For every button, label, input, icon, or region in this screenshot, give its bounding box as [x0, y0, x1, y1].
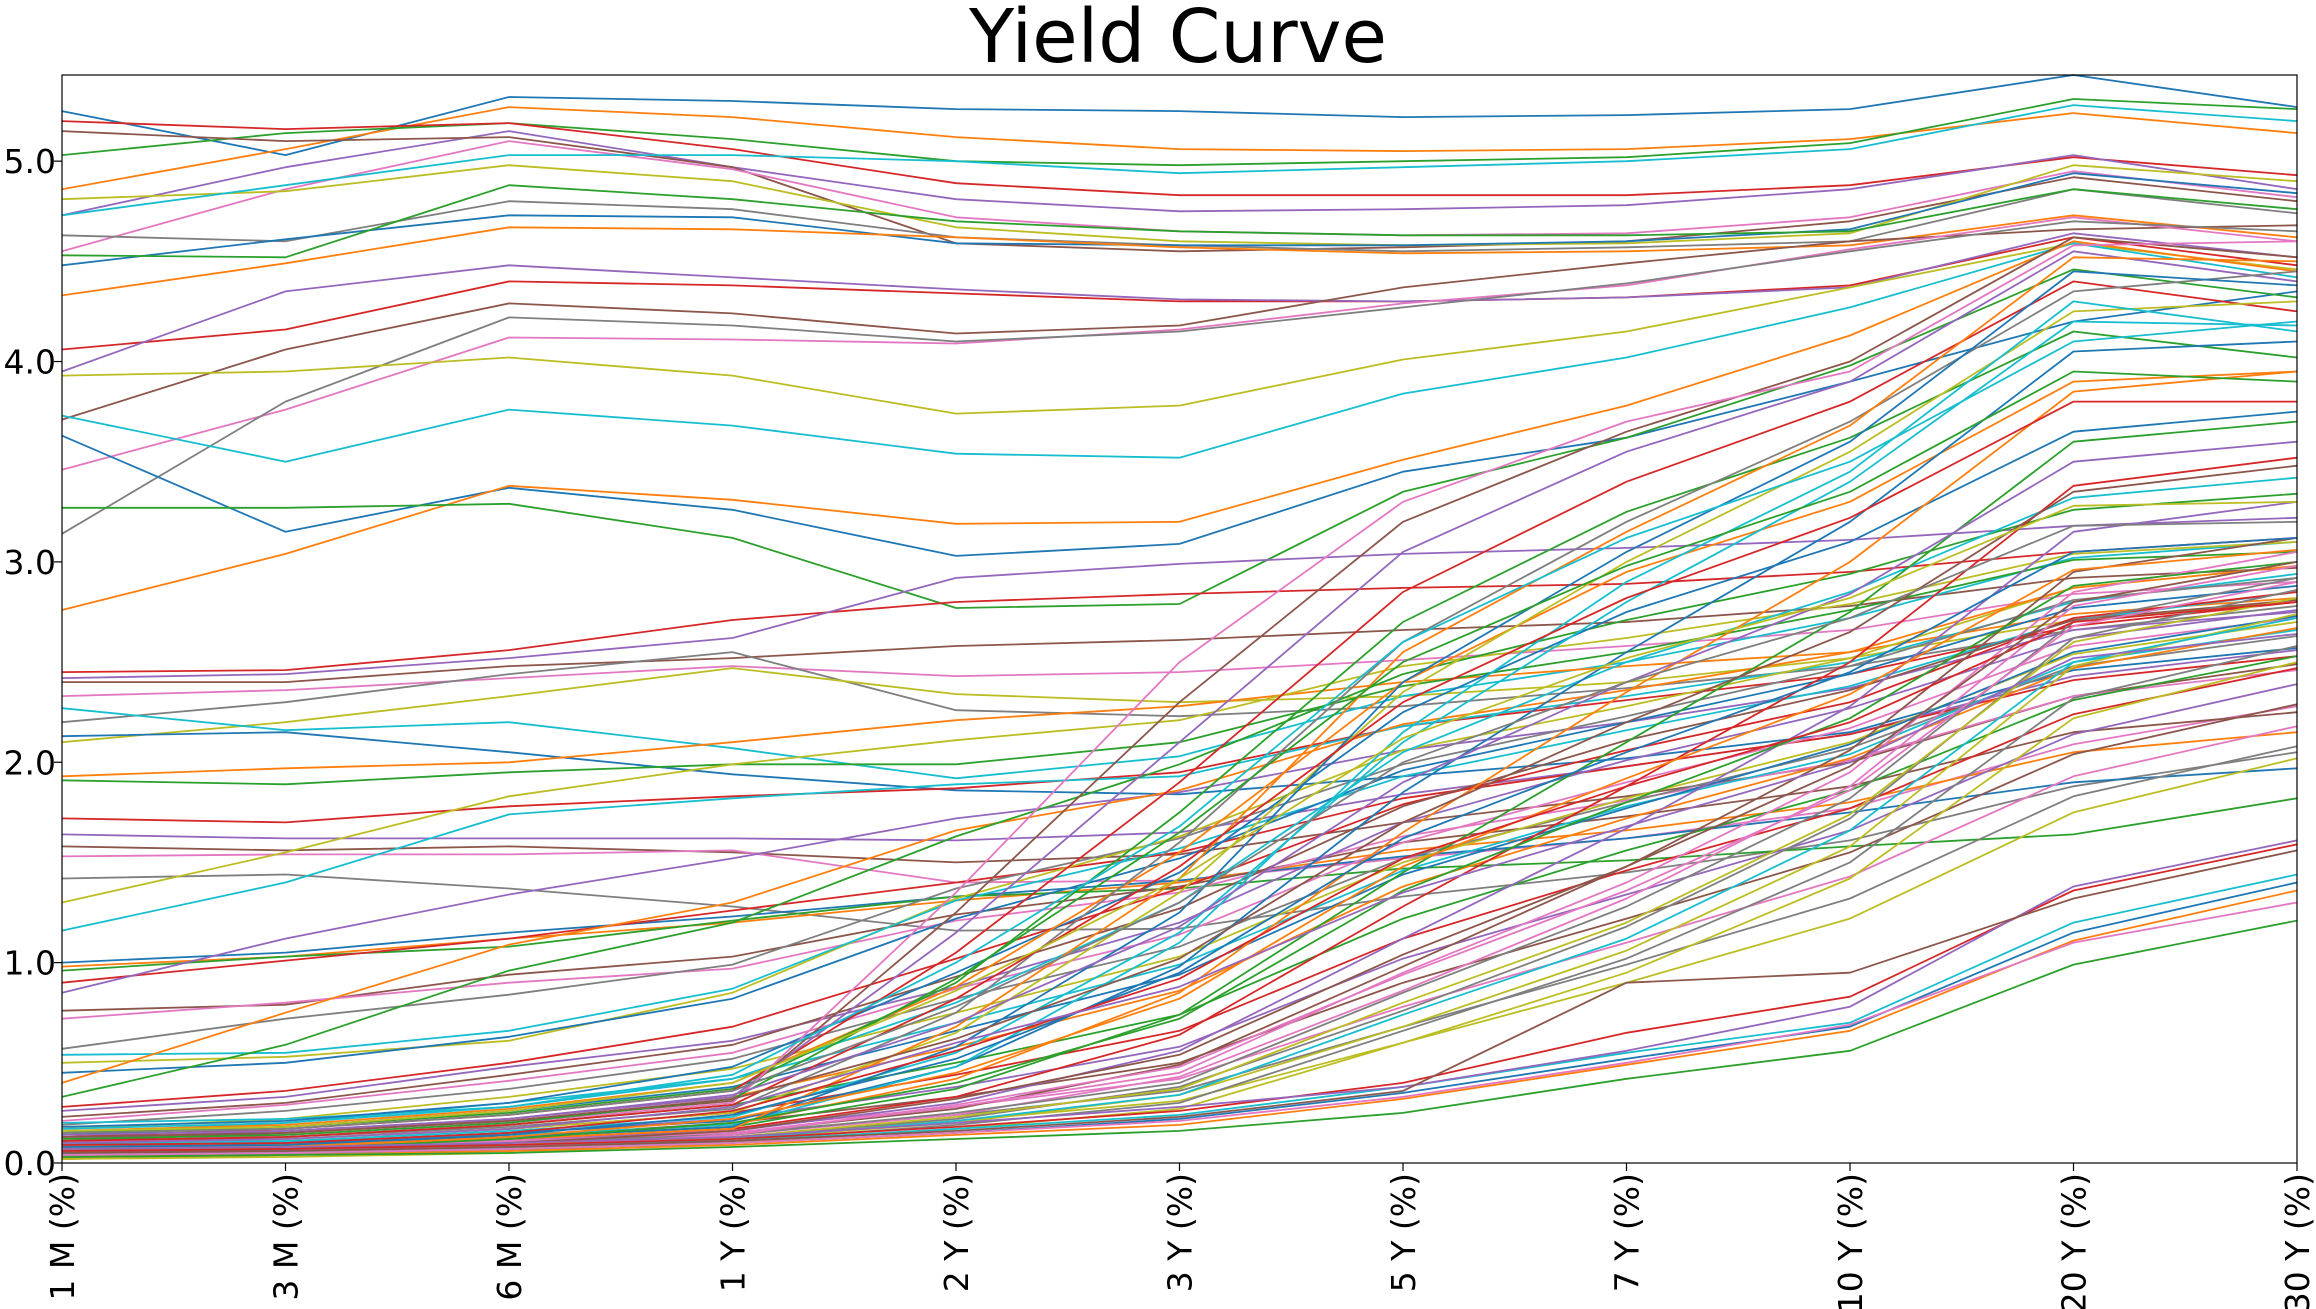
x-tick-label: 30 Y (%) [2278, 1173, 2316, 1309]
y-tick-label: 3.0 [4, 543, 56, 582]
x-tick-label: 3 Y (%) [1161, 1173, 1200, 1292]
x-tick-label: 20 Y (%) [2055, 1173, 2094, 1309]
x-tick-label: 1 Y (%) [714, 1173, 753, 1292]
x-tick-label: 6 M (%) [490, 1173, 529, 1301]
x-tick-label: 10 Y (%) [1831, 1173, 1870, 1309]
x-tick-label: 2 Y (%) [937, 1173, 976, 1292]
x-tick-label: 5 Y (%) [1384, 1173, 1423, 1292]
x-tick-label: 3 M (%) [267, 1173, 306, 1301]
chart-title: Yield Curve [968, 0, 1387, 80]
y-tick-label: 2.0 [4, 743, 56, 782]
y-tick-label: 1.0 [4, 944, 56, 983]
y-tick-label: 5.0 [4, 142, 56, 181]
x-tick-label: 7 Y (%) [1608, 1173, 1647, 1292]
x-tick-label: 1 M (%) [43, 1173, 82, 1301]
y-tick-label: 4.0 [4, 343, 56, 382]
